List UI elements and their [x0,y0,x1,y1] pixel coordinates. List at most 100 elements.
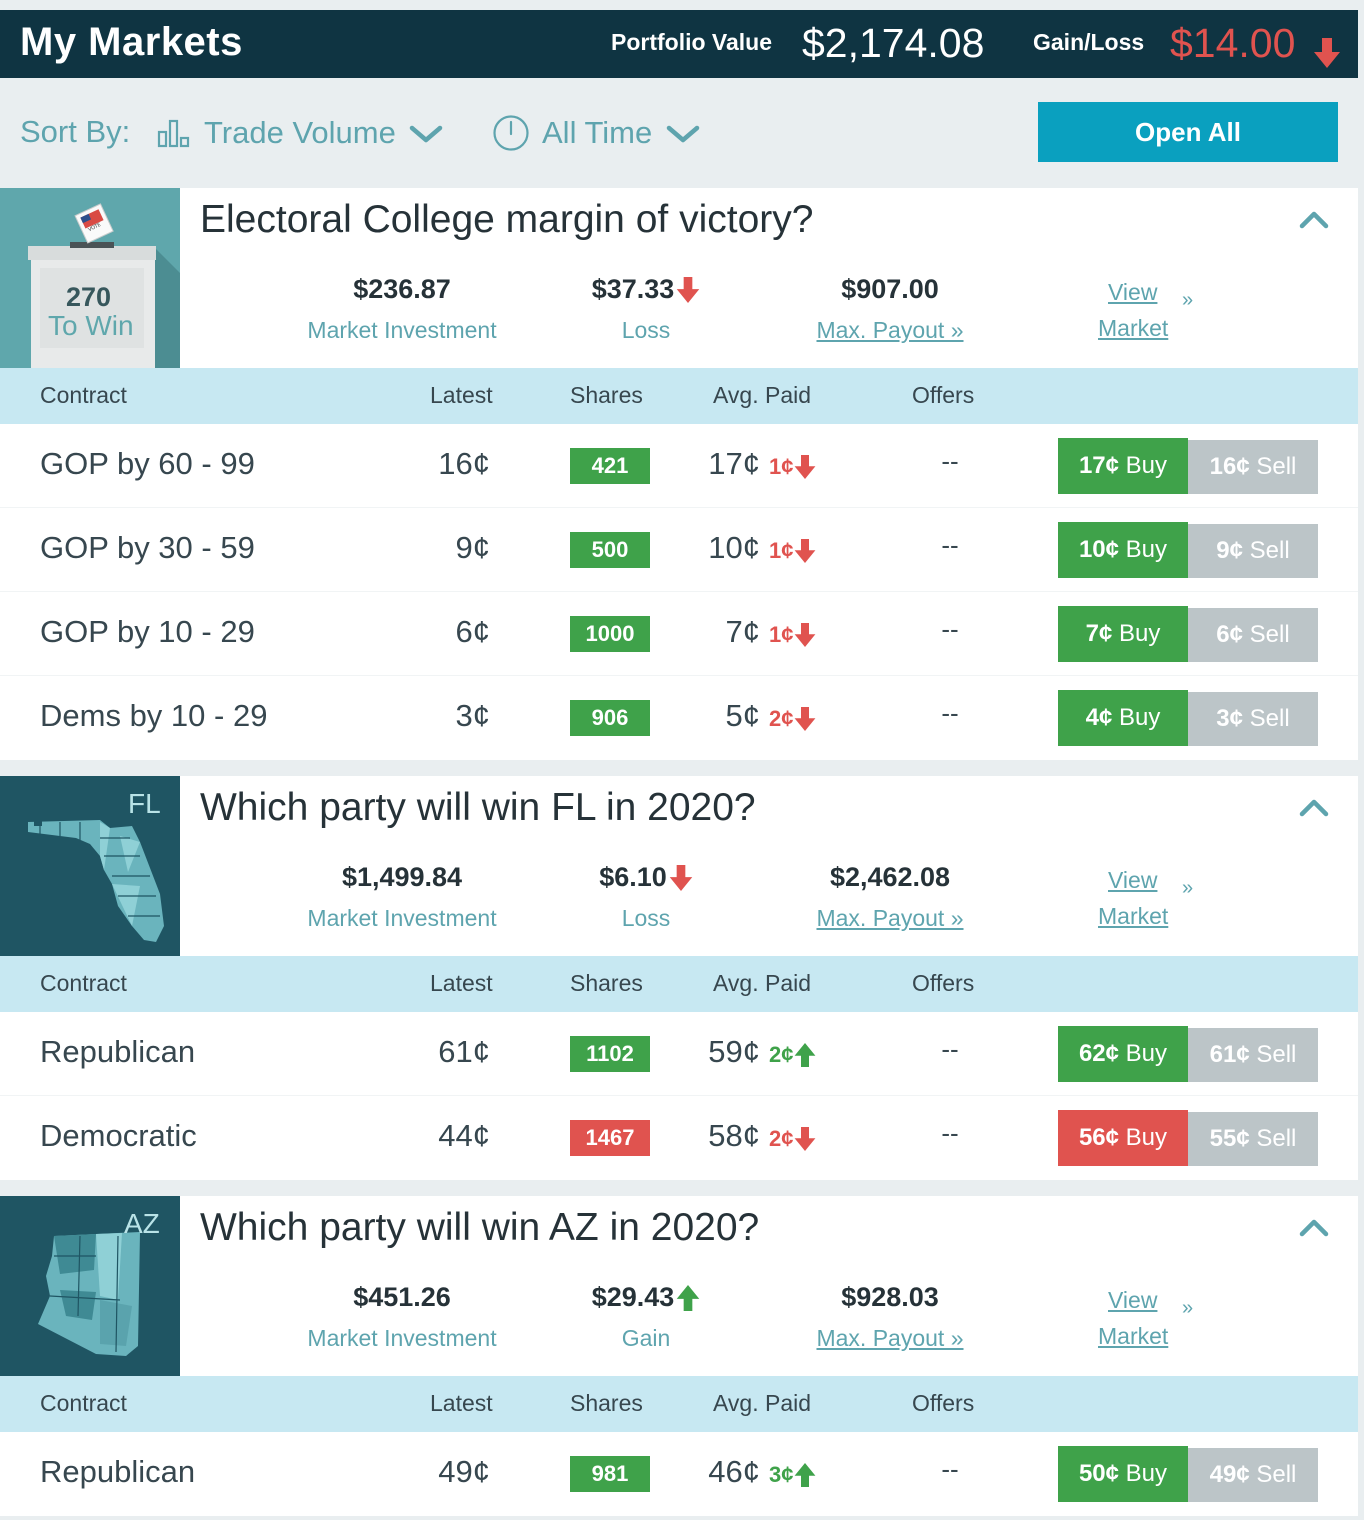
max-payout-link[interactable]: Max. Payout » [816,1325,964,1351]
price-change-value: 2¢ [769,706,794,731]
market-investment: $1,499.84 Market Investment [282,862,522,932]
buy-button[interactable]: 50¢ Buy [1058,1446,1188,1502]
sell-label: Sell [1249,705,1290,732]
buy-price: 62¢ [1078,1040,1119,1067]
table-row: Dems by 10 - 29 3¢ 906 5¢ 2¢ -- 4¢ Buy 3… [0,676,1358,760]
sell-price: 16¢ [1209,453,1250,480]
max-payout: $928.03 Max. Payout » [770,1282,1010,1352]
sell-button[interactable]: 16¢ Sell [1188,440,1318,494]
up-arrow-icon [677,1284,700,1311]
sell-label: Sell [1249,621,1290,648]
market-gain-loss: $6.10 Loss [526,862,766,932]
view-market-line2: Market [1098,1323,1169,1349]
shares-badge: 1000 [570,616,650,652]
view-market-link[interactable]: View Market » [1098,274,1193,346]
sell-button[interactable]: 61¢ Sell [1188,1028,1318,1082]
down-arrow-icon [1314,38,1340,68]
contract-name: Republican [40,1454,196,1489]
buy-button[interactable]: 17¢ Buy [1058,438,1188,494]
sell-label: Sell [1256,453,1297,480]
offers-value: -- [941,1034,959,1064]
sort-by-label: Sort By: [20,114,131,149]
market-thumbnail: FL [0,776,180,956]
market-title[interactable]: Which party will win FL in 2020? [200,786,756,829]
vote-text: VOTE [87,222,102,233]
latest-price: 3¢ [455,698,490,733]
col-shares: Shares [570,970,643,996]
sort-time-dropdown[interactable]: All Time [492,112,704,154]
table-row: Republican 61¢ 1102 59¢ 2¢ -- 62¢ Buy 61… [0,1012,1358,1096]
down-arrow-icon [677,276,700,303]
buy-button[interactable]: 7¢ Buy [1058,606,1188,662]
view-market-link[interactable]: View Market » [1098,862,1193,934]
contract-name: GOP by 30 - 59 [40,530,255,565]
avg-paid: 59¢ [708,1034,760,1069]
avg-paid: 10¢ [708,530,760,565]
buy-button[interactable]: 4¢ Buy [1058,690,1188,746]
col-offers: Offers [912,382,975,408]
price-change: 1¢ [769,454,816,480]
sort-volume-dropdown[interactable]: Trade Volume [156,112,448,154]
shares-badge: 981 [570,1456,650,1492]
max-payout-link[interactable]: Max. Payout » [816,317,964,343]
col-latest: Latest [430,382,493,408]
sell-label: Sell [1256,1125,1297,1152]
chevron-up-icon[interactable] [1298,796,1330,818]
market-title[interactable]: Electoral College margin of victory? [200,198,814,241]
max-payout-link[interactable]: Max. Payout » [816,905,964,931]
buy-button[interactable]: 10¢ Buy [1058,522,1188,578]
contract-name: GOP by 10 - 29 [40,614,255,649]
buy-price: 50¢ [1078,1460,1119,1487]
page-title: My Markets [20,20,243,64]
col-shares: Shares [570,1390,643,1416]
chevron-up-icon[interactable] [1298,1216,1330,1238]
sort-bar: Sort By: Trade Volume All Time Open All [0,78,1364,188]
gain-loss-amount: $6.10 [599,862,667,892]
buy-label: Buy [1125,1124,1168,1151]
max-payout: $2,462.08 Max. Payout » [770,862,1010,932]
buy-price: 56¢ [1078,1124,1119,1151]
arizona-map-icon [38,1232,140,1356]
chevron-down-icon [667,125,700,143]
payout-value: $928.03 [841,1282,939,1312]
avg-paid: 17¢ [708,446,760,481]
sell-button[interactable]: 49¢ Sell [1188,1448,1318,1502]
market-investment: $451.26 Market Investment [282,1282,522,1352]
chevron-right-icon: » [1182,1297,1194,1319]
table-row: Republican 49¢ 981 46¢ 3¢ -- 50¢ Buy 49¢… [0,1432,1358,1516]
sell-button[interactable]: 3¢ Sell [1188,692,1318,746]
sell-button[interactable]: 9¢ Sell [1188,524,1318,578]
price-change: 1¢ [769,538,816,564]
sell-button[interactable]: 55¢ Sell [1188,1112,1318,1166]
row-divider [0,507,1358,508]
open-all-button[interactable]: Open All [1038,102,1338,162]
chevron-up-icon[interactable] [1298,208,1330,230]
sell-button[interactable]: 6¢ Sell [1188,608,1318,662]
avg-paid: 7¢ [725,614,760,649]
price-change-value: 1¢ [769,538,794,563]
ballot-box-icon: VOTE [28,203,180,368]
up-arrow-icon [795,1043,816,1067]
market-title[interactable]: Which party will win AZ in 2020? [200,1206,760,1249]
buy-button[interactable]: 56¢ Buy [1058,1110,1188,1166]
latest-price: 16¢ [438,446,490,481]
offers-value: -- [941,530,959,560]
price-change-value: 1¢ [769,622,794,647]
sell-price: 3¢ [1216,705,1243,732]
gain-loss-amount: $29.43 [591,1282,675,1312]
price-change: 1¢ [769,622,816,648]
view-market-link[interactable]: View Market » [1098,1282,1193,1354]
table-row: Democratic 44¢ 1467 58¢ 2¢ -- 56¢ Buy 55… [0,1096,1358,1180]
investment-value: $451.26 [353,1282,451,1312]
shares-badge: 1467 [570,1120,650,1156]
portfolio-value-label: Portfolio Value [611,29,773,55]
buy-label: Buy [1119,704,1161,731]
buy-button[interactable]: 62¢ Buy [1058,1026,1188,1082]
col-avg-paid: Avg. Paid [713,1390,812,1416]
latest-price: 44¢ [438,1118,490,1153]
latest-price: 61¢ [438,1034,490,1069]
clock-icon [493,115,529,151]
buy-price: 17¢ [1078,452,1119,479]
investment-value: $236.87 [353,274,451,304]
table-row: GOP by 60 - 99 16¢ 421 17¢ 1¢ -- 17¢ Buy… [0,424,1358,508]
